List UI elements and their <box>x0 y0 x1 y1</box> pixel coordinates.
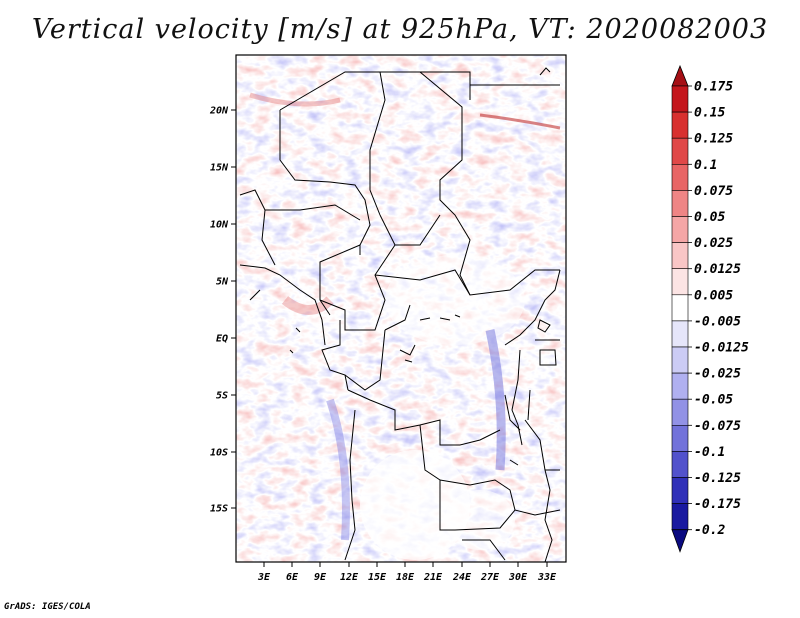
colorbar-tick-label: -0.175 <box>694 497 741 512</box>
colorbar-tick-label: -0.0125 <box>694 341 749 356</box>
colorbar-tick-label: 0.0125 <box>694 262 741 277</box>
colorbar-swatch <box>671 111 689 139</box>
colorbar-swatch <box>671 242 689 270</box>
colorbar-tick-label: 0.175 <box>694 80 733 95</box>
colorbar-tick-label: -0.025 <box>694 367 741 382</box>
colorbar-tick-label: 0.1 <box>694 158 717 173</box>
colorbar-swatch <box>671 398 689 426</box>
lat-tick-label: EQ <box>216 334 228 345</box>
colorbar-swatch <box>671 190 689 217</box>
colorbar-tick-label: 0.025 <box>694 236 733 251</box>
lat-tick-label: 15N <box>210 163 229 174</box>
lon-tick-label: 12E <box>340 572 359 583</box>
lat-tick-label: 10N <box>210 220 229 231</box>
colorbar: 0.175 0.15 0.125 0.1 0.075 0.05 0.025 0.0125 0.0… <box>671 64 749 553</box>
colorbar-tick-label: -0.2 <box>694 523 725 538</box>
map-frame <box>235 54 567 563</box>
lat-tick-label: 5S <box>216 391 228 402</box>
lon-tick-label: 15E <box>368 572 387 583</box>
lon-tick-label: 24E <box>452 572 472 583</box>
lat-tick-label: 10S <box>210 448 228 459</box>
lon-tick-label: 9E <box>314 572 327 583</box>
lon-tick-label: 18E <box>396 572 415 583</box>
colorbar-swatch <box>671 137 689 165</box>
lat-axis: 20N 15N 10N 5N EQ 5S 10S 15S <box>209 106 236 515</box>
lat-tick-label: 20N <box>209 106 229 117</box>
lon-tick-label: 6E <box>286 572 299 583</box>
colorbar-swatch <box>671 216 689 243</box>
map-title: Vertical velocity [m/s] at 925hPa, VT: 2… <box>31 14 769 45</box>
colorbar-swatch <box>671 164 689 191</box>
colorbar-swatch <box>671 268 689 296</box>
lon-tick-label: 30E <box>508 572 528 583</box>
map-panel <box>235 54 567 563</box>
colorbar-swatch <box>671 294 689 322</box>
lon-tick-label: 27E <box>480 572 500 583</box>
colorbar-tick-label: 0.125 <box>694 132 733 147</box>
lat-tick-label: 15S <box>210 504 228 515</box>
colorbar-swatch <box>671 477 689 504</box>
colorbar-swatch <box>671 451 689 478</box>
country-borders <box>239 67 561 562</box>
colorbar-swatch <box>671 424 689 452</box>
colorbar-max-arrow <box>671 64 689 87</box>
colorbar-tick-label: -0.005 <box>694 314 741 329</box>
colorbar-tick-label: 0.075 <box>694 184 733 199</box>
lon-axis: 3E 6E 9E 12E 15E 18E 21E 24E 27E 30E 33E <box>257 562 557 583</box>
credit-label: GrADS: IGES/COLA <box>4 602 91 612</box>
colorbar-tick-label: -0.05 <box>694 393 733 408</box>
colorbar-tick-label: -0.1 <box>694 445 725 460</box>
colorbar-swatch <box>671 372 689 400</box>
lon-tick-label: 33E <box>537 572 557 583</box>
colorbar-tick-label: -0.075 <box>694 419 741 434</box>
colorbar-tick-label: -0.125 <box>694 471 741 486</box>
lon-tick-label: 3E <box>257 572 271 583</box>
colorbar-swatch <box>671 85 689 113</box>
colorbar-swatch <box>671 346 689 374</box>
colorbar-swatch <box>671 503 689 531</box>
colorbar-tick-label: 0.05 <box>694 210 725 225</box>
colorbar-tick-label: 0.005 <box>694 288 733 303</box>
colorbar-swatch <box>671 320 689 348</box>
colorbar-min-arrow <box>671 529 689 553</box>
colorbar-tick-label: 0.15 <box>694 106 725 121</box>
lat-tick-label: 5N <box>216 277 229 288</box>
lon-tick-label: 21E <box>423 572 443 583</box>
